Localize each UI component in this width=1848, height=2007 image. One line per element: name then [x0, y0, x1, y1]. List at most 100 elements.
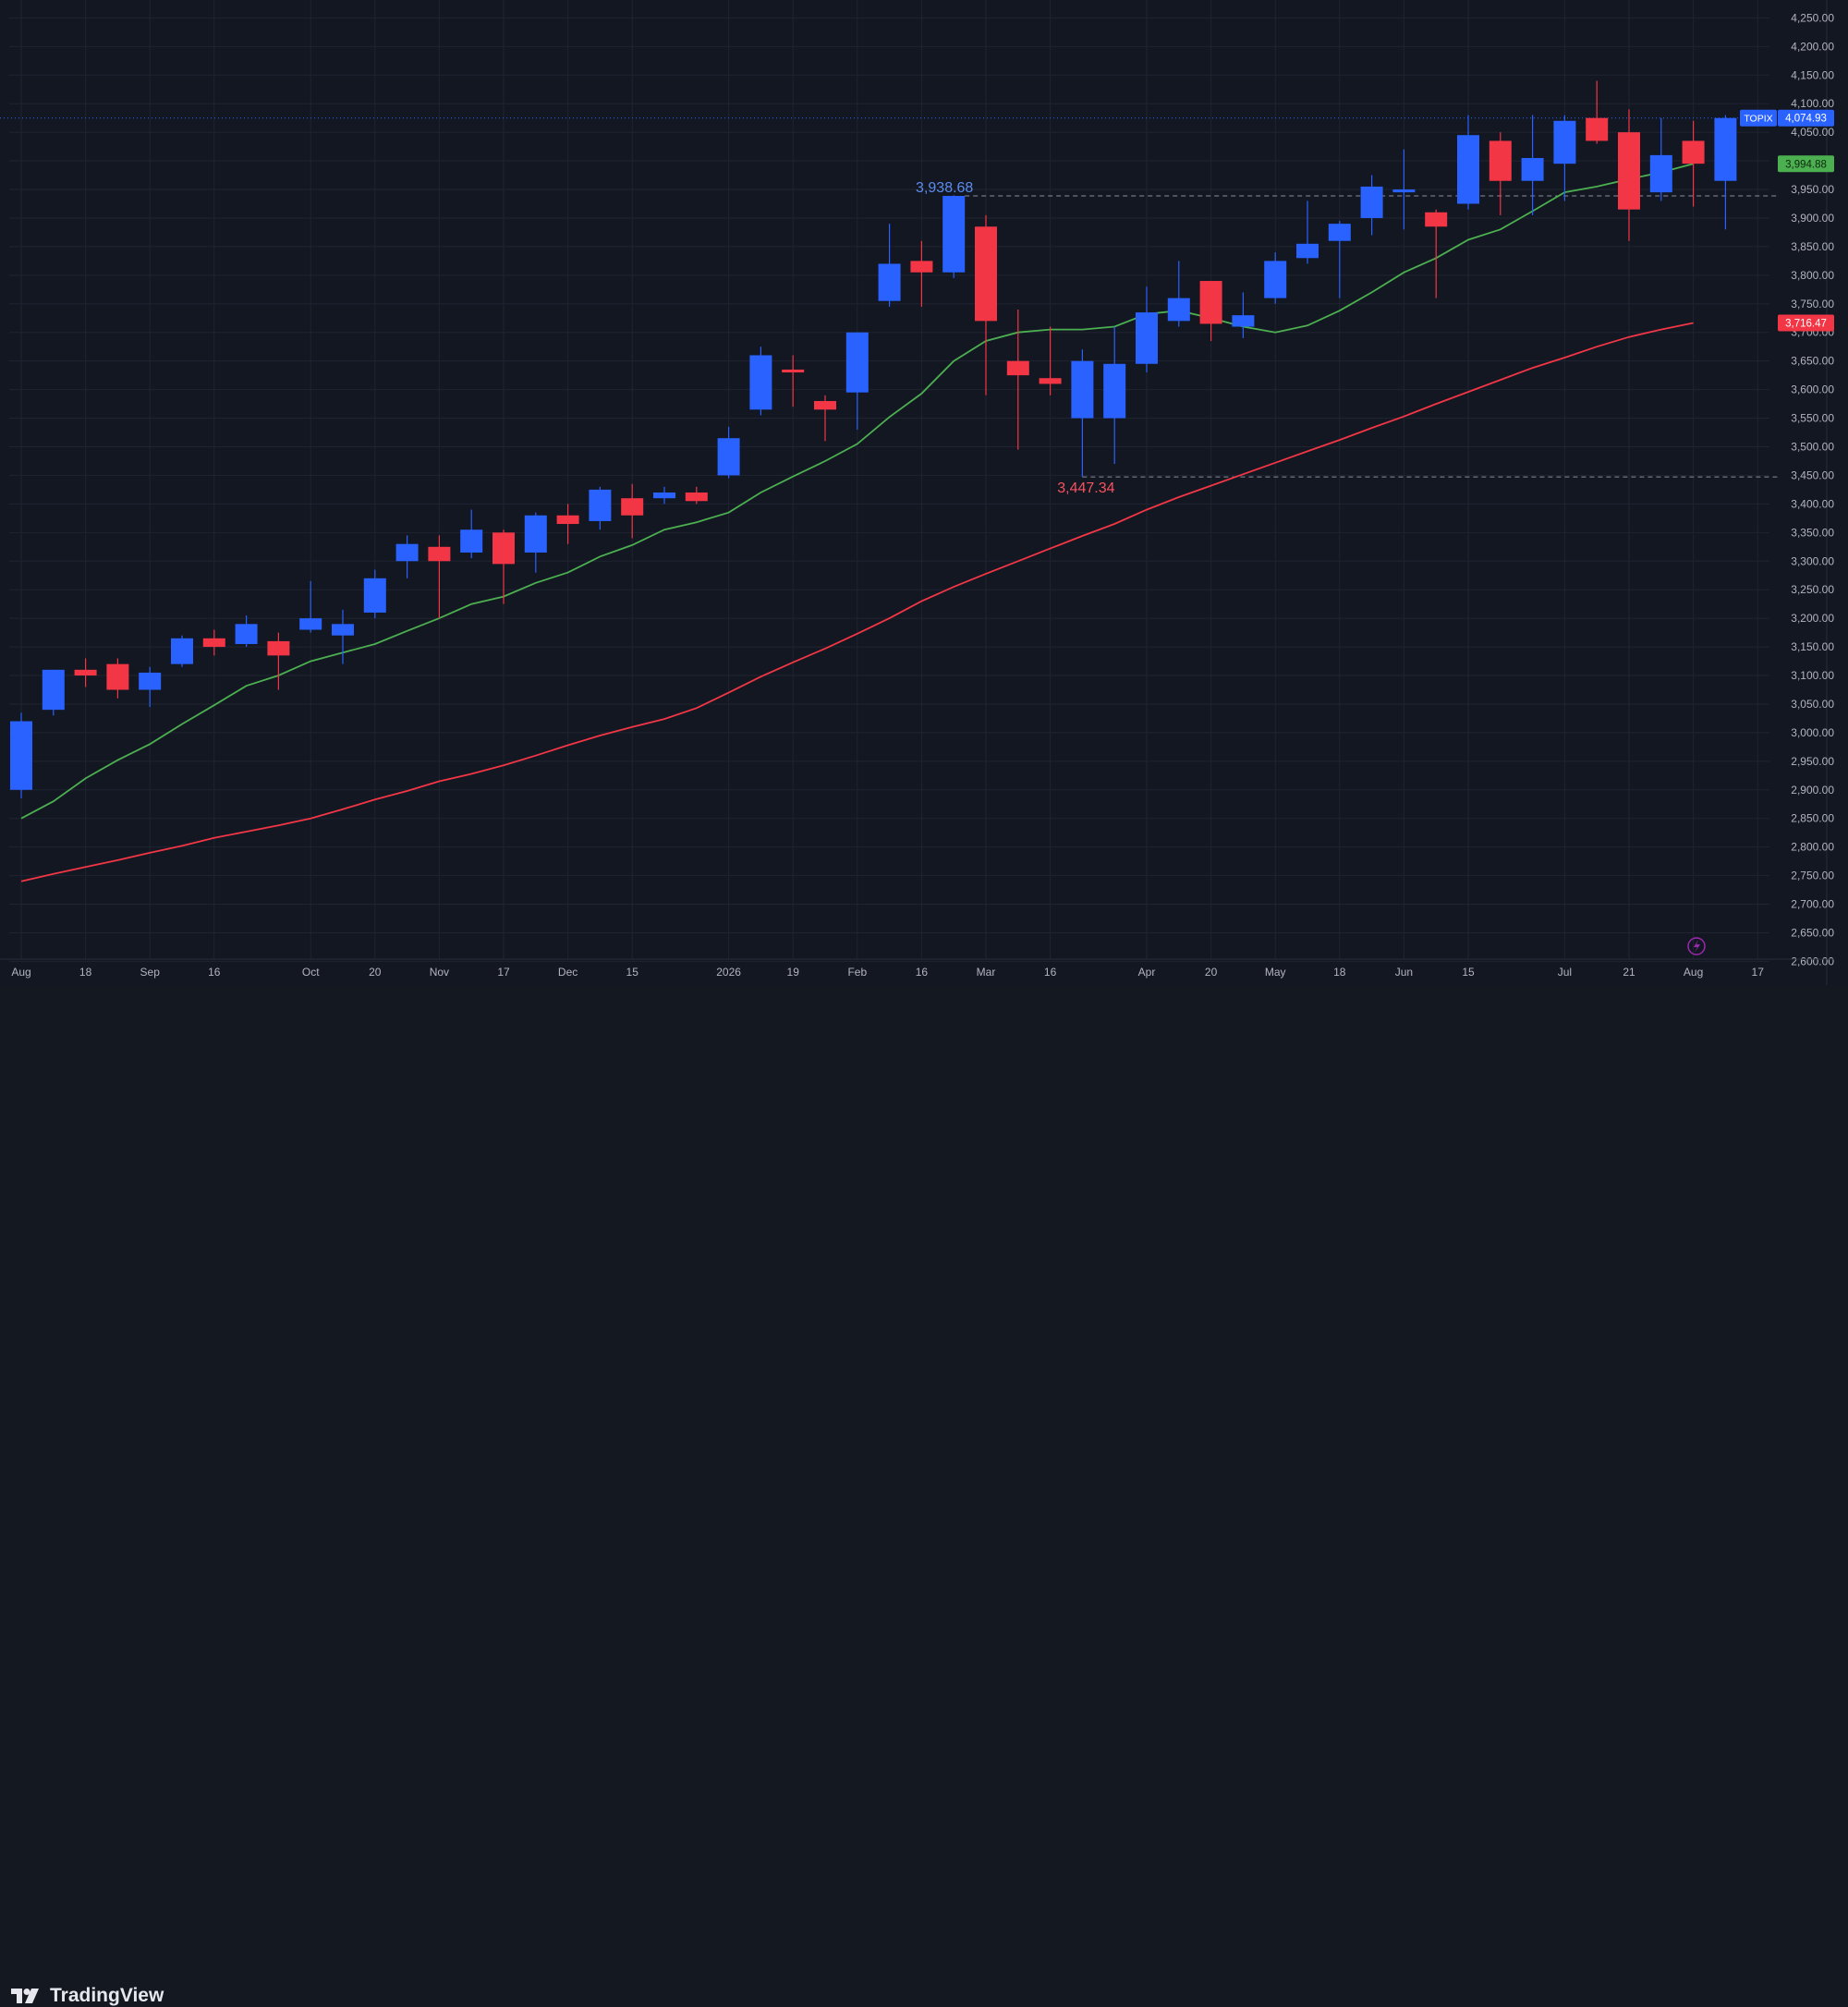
time-axis-label: Feb: [847, 966, 867, 979]
candle-body: [621, 498, 644, 516]
candle-body: [235, 624, 258, 644]
candle-body: [492, 532, 515, 565]
candle: [1489, 132, 1512, 215]
price-axis-label: 3,850.00: [1791, 240, 1834, 253]
candle-body: [1457, 135, 1479, 204]
price-axis-label: 3,550.00: [1791, 412, 1834, 425]
tradingview-logo[interactable]: TradingView: [11, 1985, 164, 2007]
candle: [1682, 120, 1705, 207]
candle: [1553, 115, 1576, 201]
candle-body: [1714, 117, 1737, 181]
price-axis-label: 3,300.00: [1791, 554, 1834, 567]
candle-body: [878, 263, 901, 301]
candle: [717, 426, 740, 479]
candle: [556, 504, 579, 544]
candle-body: [332, 624, 354, 636]
candle: [460, 509, 483, 559]
price-axis[interactable]: 2,600.00 2,650.00 2,700.00 2,750.00 2,800.00…: [1791, 0, 1834, 985]
candle: [814, 395, 836, 442]
time-axis-label: Aug: [1684, 966, 1703, 979]
candle-body: [10, 721, 32, 790]
price-tag-box: [1778, 155, 1834, 173]
candle-body: [363, 578, 386, 613]
price-tag-ma_long: 3,716.47: [1778, 314, 1834, 332]
time-axis-label: May: [1265, 966, 1286, 979]
price-axis-label: 3,200.00: [1791, 612, 1834, 625]
price-axis-label: 2,750.00: [1791, 870, 1834, 882]
price-tag-box: [1778, 109, 1834, 127]
time-axis-label: Mar: [977, 966, 996, 979]
candle: [1714, 115, 1737, 230]
candle-body: [685, 493, 708, 502]
time-axis-label: Nov: [430, 966, 449, 979]
candle-body: [782, 369, 805, 373]
time-axis-label: 20: [369, 966, 382, 979]
symbol-tag-box: [1740, 109, 1777, 127]
candle: [492, 529, 515, 604]
price-axis-label: 4,100.00: [1791, 97, 1834, 110]
candle-body: [171, 638, 193, 664]
price-tag-box: [1778, 314, 1834, 332]
time-axis-label: 20: [1205, 966, 1218, 979]
candle-body: [1232, 315, 1255, 327]
price-axis-label: 2,600.00: [1791, 955, 1834, 967]
time-axis[interactable]: Aug 18 Sep 16 Oct 20 Nov 17 Dec 15 2026 19 Feb 16 Mar 1…: [0, 958, 1834, 979]
candle: [106, 658, 129, 699]
candle: [749, 347, 772, 416]
candle-body: [1296, 243, 1319, 259]
reference-lines: [0, 117, 1779, 478]
candle: [202, 629, 225, 656]
price-axis-label: 3,800.00: [1791, 269, 1834, 282]
candle-body: [267, 640, 290, 656]
time-axis-label: 15: [1462, 966, 1475, 979]
candle-body: [524, 515, 547, 553]
candle-body: [1071, 360, 1094, 419]
replay-icon[interactable]: [1687, 937, 1706, 955]
price-tag-last: 4,074.93 TOPIX: [1740, 109, 1834, 127]
candle: [171, 635, 193, 667]
candle: [589, 486, 612, 530]
candle-body: [1103, 363, 1126, 419]
candle: [1649, 117, 1672, 201]
candle-body: [845, 332, 869, 393]
time-axis-label: Jul: [1558, 966, 1572, 979]
price-axis-label: 2,800.00: [1791, 841, 1834, 854]
time-axis-label: 17: [1752, 966, 1765, 979]
price-axis-label: 4,050.00: [1791, 126, 1834, 139]
price-axis-label: 2,850.00: [1791, 812, 1834, 825]
candle: [1360, 175, 1383, 236]
candle: [975, 214, 997, 395]
candle-body: [1682, 140, 1705, 164]
candle-body: [910, 261, 933, 273]
price-axis-label: 3,150.00: [1791, 640, 1834, 653]
candle: [139, 666, 162, 708]
price-axis-label: 3,350.00: [1791, 526, 1834, 539]
candle-body: [139, 672, 162, 690]
moving-averages: [20, 163, 1694, 882]
topix-weekly-chart[interactable]: 3,938.68 3,447.34 2,600.00 2,650.00 2,700.0…: [0, 0, 1848, 985]
price-axis-label: 2,700.00: [1791, 898, 1834, 911]
candle-body: [653, 493, 675, 499]
price-axis-label: 3,950.00: [1791, 183, 1834, 196]
price-axis-label: 3,100.00: [1791, 669, 1834, 682]
time-axis-label: 15: [626, 966, 639, 979]
candle: [1392, 149, 1416, 230]
price-axis-label: 3,050.00: [1791, 698, 1834, 711]
price-axis-label: 4,250.00: [1791, 11, 1834, 24]
candle-body: [1521, 157, 1544, 181]
candle-body: [1006, 360, 1029, 376]
candle: [332, 609, 354, 664]
chart-area[interactable]: 3,938.68 3,447.34 2,600.00 2,650.00 2,700.0…: [0, 0, 1848, 1040]
candle: [878, 224, 901, 307]
candle-body: [749, 355, 772, 410]
candle-body: [556, 515, 579, 525]
time-axis-label: 18: [1333, 966, 1346, 979]
time-axis-label: 16: [208, 966, 221, 979]
candle-body: [299, 618, 322, 630]
ma_long-line: [20, 322, 1694, 882]
tradingview-logo-icon: [11, 1989, 39, 2003]
time-axis-label: 16: [1044, 966, 1057, 979]
price-tag-value: 4,074.93: [1785, 114, 1827, 125]
candle: [942, 195, 966, 278]
candle: [1328, 221, 1351, 298]
